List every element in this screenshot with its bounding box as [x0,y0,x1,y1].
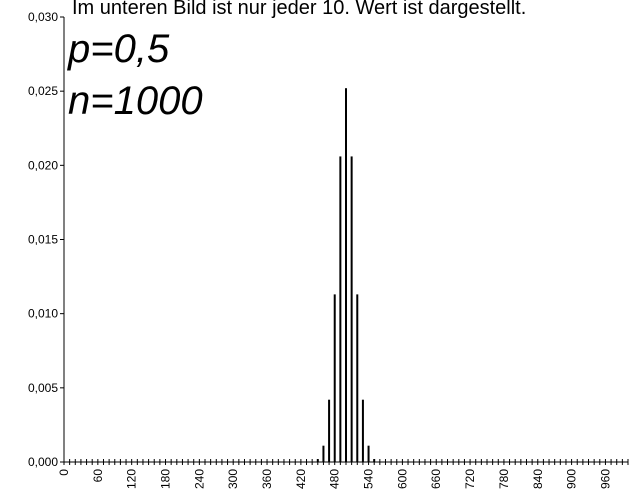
x-tick-label: 300 [226,469,240,489]
bar [345,88,347,462]
bar [367,445,370,462]
y-tick-label: 0,025 [28,84,58,98]
x-tick-label: 600 [395,469,409,489]
y-tick-label: 0,010 [28,307,58,321]
bar [361,399,364,462]
bar [333,294,336,462]
bar [373,459,376,462]
x-tick-label: 900 [565,469,579,489]
y-tick-label: 0,015 [28,233,58,247]
x-tick-label: 780 [497,469,511,489]
bar [316,459,319,462]
x-tick-label: 0 [57,469,71,476]
x-axis-ticks: 0 60 120 180 240 300 360 420 480 540 600 660 720 780 8… [57,459,629,489]
x-tick-label: 720 [463,469,477,489]
x-tick-label: 180 [159,469,173,489]
y-tick-label: 0,020 [28,158,58,172]
x-tick-label: 960 [598,469,612,489]
x-tick-label: 660 [429,469,443,489]
bar [328,399,331,462]
y-tick-label: 0,030 [28,10,58,24]
x-tick-label: 540 [362,469,376,489]
bars [316,88,376,462]
bar [339,156,342,462]
x-tick-label: 840 [531,469,545,489]
y-tick-label: 0,000 [28,455,58,469]
bar [322,445,325,462]
x-tick-label: 120 [125,469,139,489]
y-axis-ticks: 0,000 0,005 0,010 0,015 0,020 0,025 0,030 [28,10,64,469]
annotation-p: p=0,5 [67,27,170,71]
x-tick-label: 360 [260,469,274,489]
y-tick-label: 0,005 [28,381,58,395]
x-tick-label: 240 [192,469,206,489]
x-tick-label: 60 [91,469,105,483]
chart-caption: Im unteren Bild ist nur jeder 10. Wert i… [72,0,526,19]
bar [350,156,353,462]
bar [356,294,359,462]
annotation-n: n=1000 [68,79,203,123]
x-tick-label: 480 [328,469,342,489]
x-tick-label: 420 [294,469,308,489]
